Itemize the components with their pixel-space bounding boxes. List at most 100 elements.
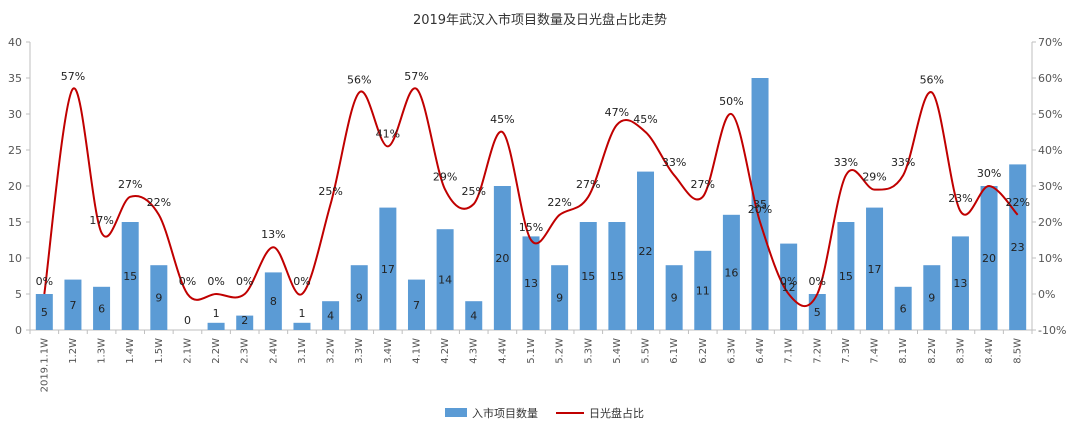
bar <box>436 229 454 330</box>
bar-value-label: 17 <box>868 263 882 276</box>
bar <box>808 294 826 330</box>
bar-value-label: 4 <box>327 310 334 323</box>
bar-value-label: 9 <box>556 292 563 305</box>
bar <box>866 207 884 330</box>
bar-value-label: 5 <box>41 306 48 319</box>
x-tick-label: 2.2W <box>211 338 222 364</box>
bar <box>207 322 225 330</box>
line-value-label: 15% <box>519 221 543 234</box>
x-tick-label: 7.2W <box>812 338 823 364</box>
bar-value-label: 1 <box>213 307 220 320</box>
x-tick-label: 8.4W <box>984 338 995 364</box>
y-left-tick-label: 10 <box>8 252 22 265</box>
x-tick-label: 3.4W <box>383 338 394 364</box>
bar-value-label: 0 <box>184 314 191 327</box>
line-value-label: 27% <box>118 178 142 191</box>
line-path <box>43 87 1019 307</box>
bar <box>894 286 912 330</box>
legend-swatch-bar <box>445 408 467 417</box>
x-tick-label: 3.1W <box>297 338 308 364</box>
line-value-label: 27% <box>576 178 600 191</box>
line-value-label: 22% <box>147 196 171 209</box>
bar-value-label: 20 <box>495 252 509 265</box>
bar-value-label: 15 <box>610 270 624 283</box>
bar <box>579 222 597 330</box>
bar <box>236 315 254 330</box>
y-right-tick-label: 20% <box>1038 216 1062 229</box>
x-tick-label: 5.5W <box>641 338 652 364</box>
line-value-label: 22% <box>547 196 571 209</box>
line-value-label: 17% <box>89 214 113 227</box>
y-left-tick-label: 35 <box>8 72 22 85</box>
bar <box>264 272 282 330</box>
line-value-label: 41% <box>376 127 400 140</box>
bar-value-label: 2 <box>241 314 248 327</box>
bar <box>722 214 740 330</box>
x-tick-label: 7.3W <box>841 338 852 364</box>
bar <box>980 186 998 330</box>
x-tick-label: 5.4W <box>612 338 623 364</box>
bar <box>322 301 340 330</box>
y-right-tick-label: 50% <box>1038 108 1062 121</box>
x-tick-label: 6.3W <box>726 338 737 364</box>
bar <box>923 265 941 330</box>
y-right-tick-label: 0% <box>1038 288 1055 301</box>
bar <box>1009 164 1027 330</box>
line-value-label: 22% <box>1005 196 1029 209</box>
bar <box>608 222 626 330</box>
bar-value-label: 6 <box>900 302 907 315</box>
bar <box>93 286 111 330</box>
y-left-tick-label: 40 <box>8 36 22 49</box>
bar <box>493 186 511 330</box>
line-value-label: 25% <box>318 185 342 198</box>
x-tick-label: 5.1W <box>526 338 537 364</box>
bar <box>751 78 769 330</box>
line-value-label: 56% <box>920 73 944 86</box>
line-value-label: 0% <box>236 275 253 288</box>
line-value-label: 56% <box>347 73 371 86</box>
line-value-label: 0% <box>36 275 53 288</box>
line-value-label: 29% <box>433 171 457 184</box>
y-left-tick-label: 20 <box>8 180 22 193</box>
y-right-tick-label: 30% <box>1038 180 1062 193</box>
line-value-label: 23% <box>948 192 972 205</box>
line-series <box>43 87 1019 307</box>
line-value-label: 30% <box>977 167 1001 180</box>
x-tick-label: 5.2W <box>555 338 566 364</box>
bar-value-label: 11 <box>696 284 710 297</box>
line-value-label: 45% <box>633 113 657 126</box>
bar <box>379 207 397 330</box>
bar <box>150 265 168 330</box>
x-tick-label: 2.4W <box>268 338 279 364</box>
bar-value-label: 1 <box>298 307 305 320</box>
y-left-tick-label: 25 <box>8 144 22 157</box>
bar-series <box>35 78 1027 330</box>
x-tick-label: 8.1W <box>898 338 909 364</box>
y-right-tick-label: 60% <box>1038 72 1062 85</box>
line-value-label: 33% <box>662 156 686 169</box>
bar-value-label: 9 <box>155 292 162 305</box>
line-value-label: 20% <box>748 203 772 216</box>
bar <box>121 222 139 330</box>
y-right-tick-label: -10% <box>1038 324 1066 337</box>
bar <box>465 301 483 330</box>
bar <box>780 243 798 330</box>
line-value-label: 13% <box>261 228 285 241</box>
bar-value-label: 16 <box>724 266 738 279</box>
bar-value-label: 14 <box>438 274 452 287</box>
line-value-label: 29% <box>862 171 886 184</box>
bar-value-label: 9 <box>671 292 678 305</box>
line-value-label: 0% <box>179 275 196 288</box>
y-left-tick-label: 5 <box>15 288 22 301</box>
bar-value-label: 20 <box>982 252 996 265</box>
x-tick-label: 2.3W <box>240 338 251 364</box>
bar <box>637 171 655 330</box>
bar <box>665 265 683 330</box>
bar-value-label: 7 <box>413 299 420 312</box>
x-tick-label: 7.1W <box>784 338 795 364</box>
line-value-label: 0% <box>207 275 224 288</box>
bar-value-label: 8 <box>270 295 277 308</box>
